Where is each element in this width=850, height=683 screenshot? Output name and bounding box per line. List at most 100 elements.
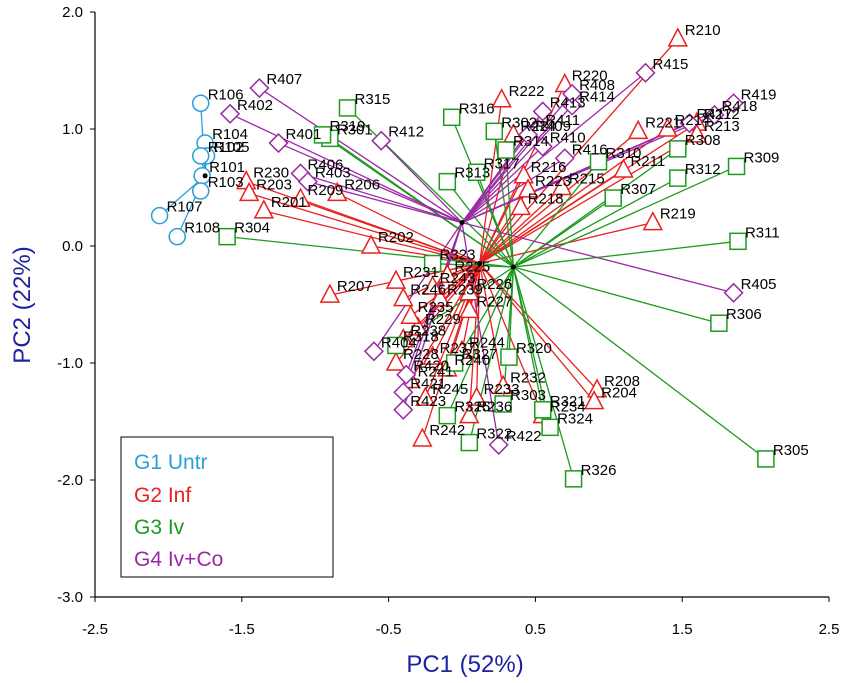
point-r235 (400, 304, 421, 324)
link-g4 (278, 142, 463, 224)
link-g3 (322, 134, 514, 268)
point-r229 (407, 316, 429, 336)
label-r234: R234 (550, 399, 586, 416)
label-r303: R303 (510, 387, 546, 404)
link-g2 (478, 263, 504, 387)
label-r230: R230 (253, 165, 289, 182)
point-r401 (268, 132, 289, 154)
link-g2 (468, 263, 481, 416)
link-g4 (461, 222, 500, 446)
point-r232 (492, 374, 514, 395)
point-r408 (562, 83, 583, 104)
label-r101: R101 (209, 159, 245, 176)
link-g4 (461, 221, 734, 294)
link-g4 (402, 222, 463, 393)
y-axis-title: PC2 (22%) (9, 246, 36, 363)
point-r202 (360, 234, 382, 254)
link-g3 (512, 266, 767, 460)
label-r409: R409 (535, 118, 571, 135)
link-g3 (476, 172, 514, 268)
label-r203: R203 (256, 176, 292, 193)
label-r216: R216 (531, 159, 567, 176)
link-g3 (513, 240, 739, 268)
legend-entry-g3: G3 Iv (134, 516, 185, 539)
label-r311: R311 (745, 224, 780, 241)
label-r408: R408 (579, 77, 615, 94)
label-r405: R405 (741, 276, 777, 293)
point-r222 (491, 88, 512, 108)
label-r407: R407 (266, 71, 302, 88)
link-g3 (513, 165, 737, 268)
label-r401: R401 (286, 126, 322, 143)
label-r219: R219 (660, 206, 696, 223)
label-r228: R228 (403, 346, 439, 363)
link-g4 (461, 157, 566, 224)
label-r238: R238 (410, 323, 446, 340)
label-r317: R317 (484, 155, 520, 172)
link-g3 (512, 161, 600, 268)
point-r309 (727, 157, 746, 176)
label-r412: R412 (388, 124, 424, 141)
label-r106: R106 (208, 86, 244, 103)
label-r302: R302 (501, 114, 537, 131)
label-r324: R324 (557, 410, 593, 427)
legend-entry-g4: G4 Iv+Co (134, 548, 223, 571)
link-g2 (476, 263, 481, 399)
point-r302 (485, 122, 504, 141)
point-r313 (438, 172, 457, 191)
point-r325 (438, 406, 457, 425)
point-r211 (613, 158, 634, 178)
point-r108 (168, 227, 186, 246)
label-r229: R229 (425, 311, 461, 328)
point-r402 (219, 103, 241, 124)
point-r305 (757, 450, 775, 468)
link-g2 (439, 263, 481, 300)
link-g3 (468, 266, 515, 443)
label-r307: R307 (620, 181, 656, 198)
label-r239: R239 (447, 282, 483, 299)
point-r413 (532, 101, 553, 122)
link-g4 (461, 105, 573, 224)
centroid-g2 (477, 261, 483, 267)
point-r423 (393, 399, 414, 420)
label-r310: R310 (606, 145, 642, 162)
link-g2 (370, 245, 480, 265)
x-tick-label: -2.5 (82, 621, 108, 638)
point-r203 (238, 181, 260, 202)
centroid-g3 (510, 264, 516, 270)
label-r237: R237 (440, 340, 476, 357)
y-tick-label: 1.0 (62, 121, 83, 138)
point-r407 (249, 77, 270, 99)
point-r237 (422, 345, 443, 365)
legend: G1 Untr G2 Inf G3 Iv G4 Iv+Co (120, 436, 334, 578)
point-r106 (191, 94, 210, 113)
label-r218: R218 (528, 190, 564, 207)
point-r405 (723, 282, 744, 303)
label-r210: R210 (685, 22, 721, 39)
point-r409 (517, 124, 539, 145)
point-r245 (415, 386, 436, 406)
label-r107: R107 (167, 199, 203, 216)
label-r224: R224 (520, 118, 556, 135)
label-r243: R243 (440, 270, 476, 287)
point-r318 (387, 336, 405, 355)
label-r423: R423 (410, 393, 446, 410)
link-g2 (479, 122, 698, 265)
point-r218 (510, 195, 531, 216)
label-r410: R410 (550, 130, 586, 147)
label-r201: R201 (271, 194, 307, 211)
label-r404: R404 (381, 334, 417, 351)
point-r102 (191, 147, 210, 165)
label-r235: R235 (418, 299, 454, 316)
data-markers (150, 27, 775, 488)
legend-entry-g2: G2 Inf (134, 484, 191, 507)
x-tick-label: 0.5 (525, 621, 546, 638)
label-r245: R245 (432, 381, 468, 398)
link-g2 (479, 128, 668, 265)
label-r204: R204 (601, 385, 637, 402)
label-r215: R215 (569, 171, 605, 188)
x-tick-label: -0.5 (376, 621, 402, 638)
point-r233 (466, 386, 487, 406)
link-g4 (373, 222, 463, 352)
